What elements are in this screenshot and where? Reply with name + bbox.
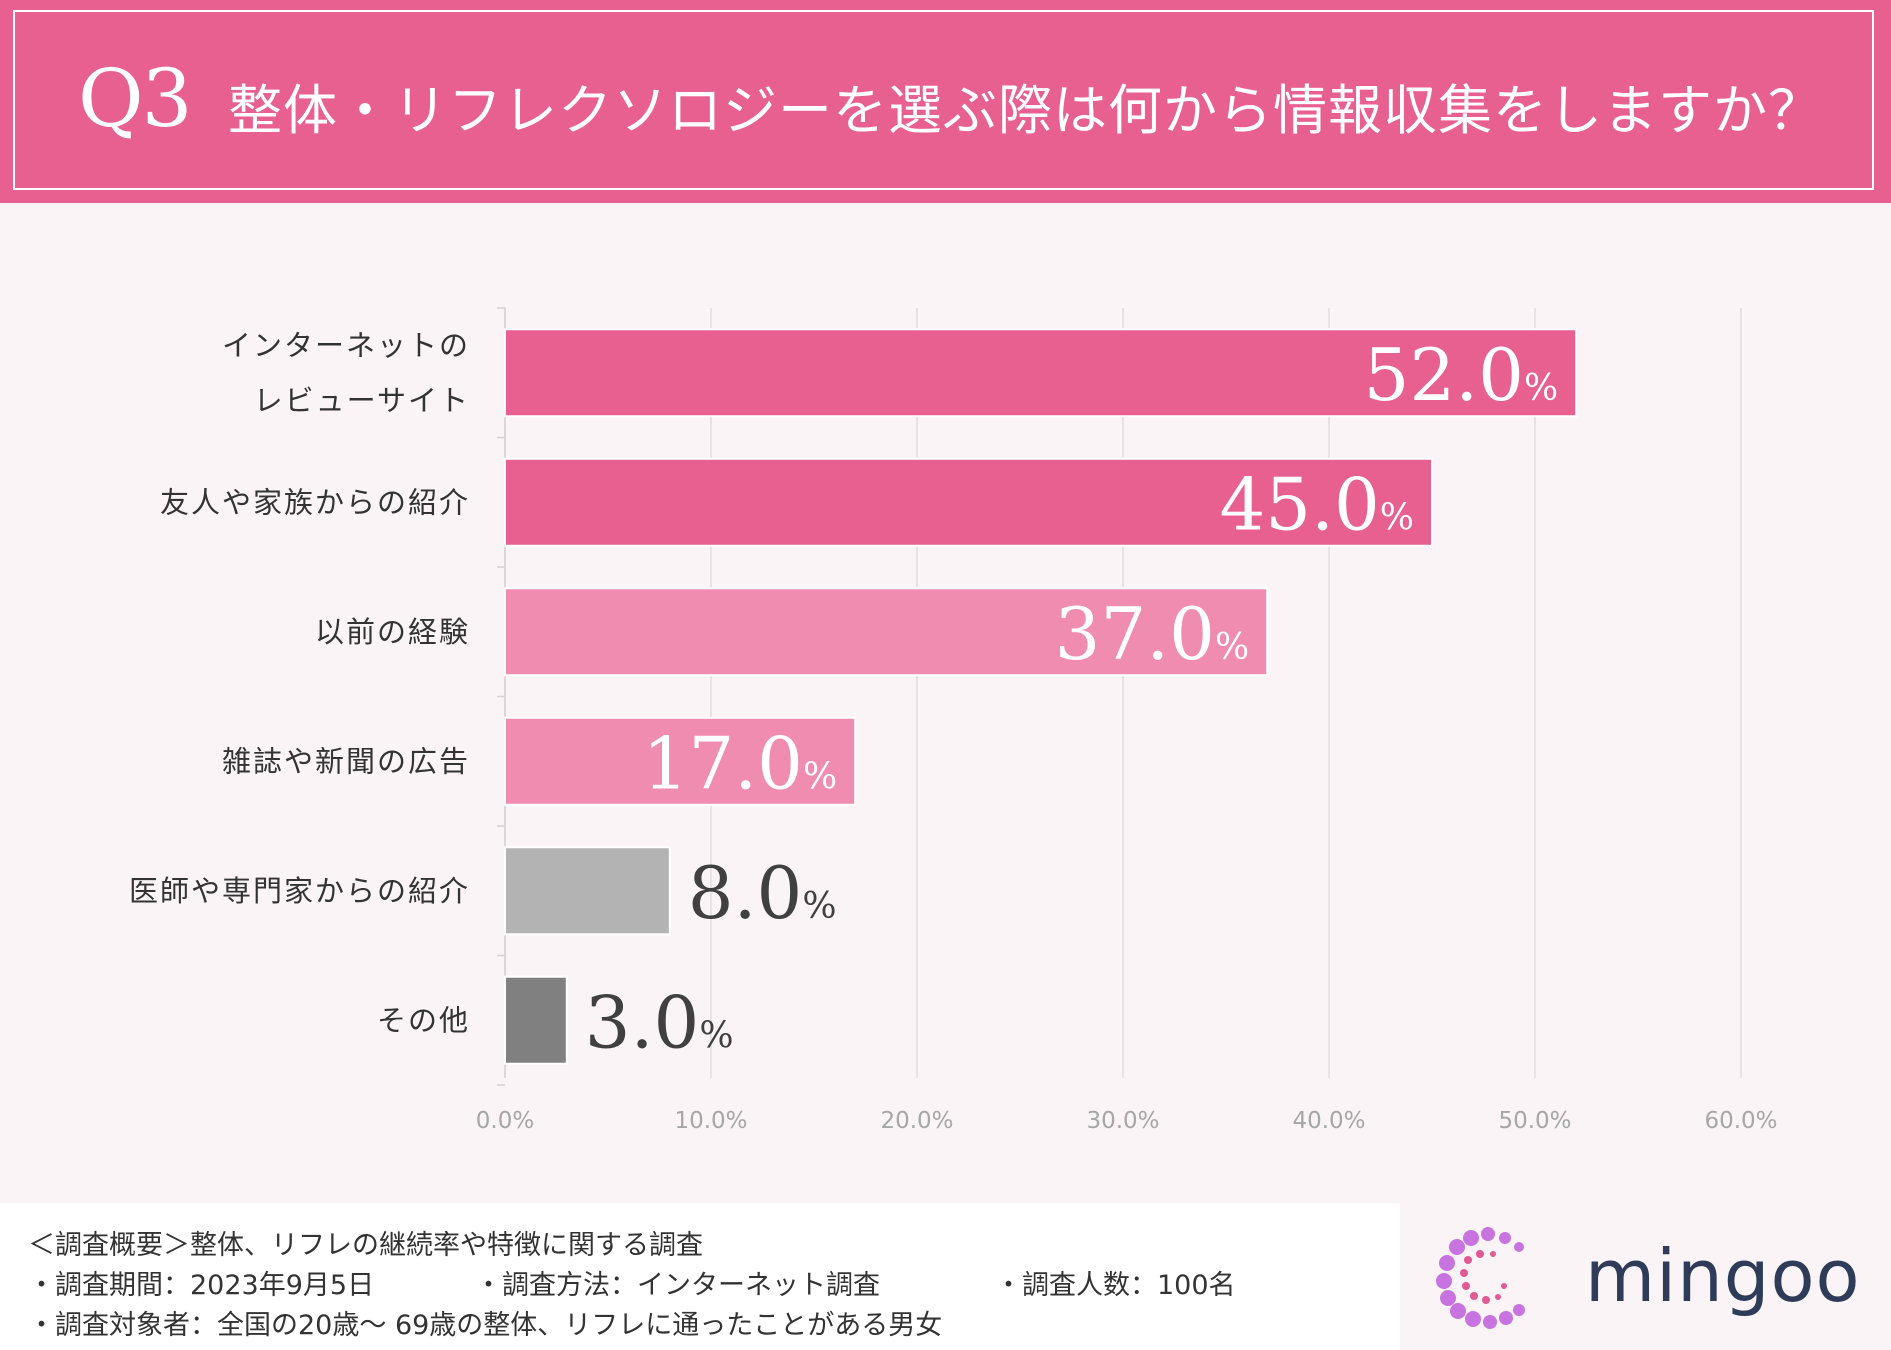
logo-dot xyxy=(1440,1290,1456,1306)
category-label: 友人や家族からの紹介 xyxy=(160,485,470,519)
logo-dot xyxy=(1499,1232,1511,1244)
survey-summary: ＜調査概要＞整体、リフレの継続率や特徴に関する調査 ・調査期間：2023年9月5… xyxy=(0,1203,1400,1350)
x-tick-label: 20.0% xyxy=(880,1108,953,1134)
logo-dot xyxy=(1495,1294,1501,1300)
x-tick-label: 50.0% xyxy=(1498,1108,1571,1134)
bar xyxy=(504,716,857,806)
logo-dot xyxy=(1460,1269,1468,1277)
logo-dot xyxy=(1499,1311,1513,1325)
logo-dot xyxy=(1470,1292,1478,1300)
logo-dot xyxy=(1514,1242,1524,1252)
bar xyxy=(504,328,1578,418)
survey-period: ・調査期間：2023年9月5日 xyxy=(28,1270,375,1301)
survey-method: ・調査方法：インターネット調査 xyxy=(475,1270,880,1301)
category-label: 雑誌や新聞の広告 xyxy=(222,744,470,778)
logo-mark-icon xyxy=(1436,1227,1525,1329)
bar xyxy=(504,846,671,936)
logo-area xyxy=(1400,1203,1891,1350)
logo-dot xyxy=(1449,1239,1465,1255)
header-frame xyxy=(13,10,1874,190)
bar xyxy=(504,457,1433,547)
x-tick-label: 30.0% xyxy=(1086,1108,1159,1134)
category-label: 医師や専門家からの紹介 xyxy=(129,874,470,908)
x-tick-label: 10.0% xyxy=(674,1108,747,1134)
x-tick-label: 40.0% xyxy=(1292,1108,1365,1134)
logo-dot xyxy=(1481,1227,1495,1241)
survey-title: ＜調査概要＞整体、リフレの継続率や特徴に関する調査 xyxy=(28,1230,703,1261)
survey-target: ・調査対象者：全国の20歳～ 69歳の整体、リフレに通ったことがある男女 xyxy=(28,1310,943,1341)
survey-count: ・調査人数：100名 xyxy=(995,1270,1236,1301)
logo-dot xyxy=(1501,1283,1507,1289)
logo-dot xyxy=(1464,1256,1472,1264)
x-tick-label: 0.0% xyxy=(476,1108,534,1134)
logo-dot xyxy=(1482,1296,1490,1304)
logo-dot xyxy=(1490,1251,1496,1257)
bar xyxy=(504,587,1269,677)
header-banner: Q3 整体・リフレクソロジーを選ぶ際は何から情報収集をしますか？ xyxy=(0,0,1891,203)
category-label: その他 xyxy=(377,1003,470,1037)
logo-dot xyxy=(1463,1230,1479,1246)
logo-dot xyxy=(1450,1303,1466,1319)
logo-dot xyxy=(1439,1255,1455,1271)
bar xyxy=(504,975,568,1065)
logo-dot xyxy=(1462,1282,1470,1290)
logo-dot xyxy=(1436,1273,1452,1289)
data-label: 8.0% xyxy=(688,851,837,935)
question-title: 整体・リフレクソロジーを選ぶ際は何から情報収集をしますか？ xyxy=(228,79,1823,142)
logo-dot xyxy=(1476,1250,1484,1258)
logo-dot xyxy=(1513,1304,1525,1316)
logo-text: mingoo xyxy=(1585,1234,1861,1318)
logo-dot xyxy=(1465,1311,1481,1327)
logo-dot xyxy=(1483,1315,1497,1329)
category-label: インターネットのレビューサイト xyxy=(222,328,470,417)
category-label: 以前の経験 xyxy=(315,615,470,649)
question-number: Q3 xyxy=(78,52,192,145)
x-tick-label: 60.0% xyxy=(1704,1108,1777,1134)
bar-chart: 0.0% 10.0% 20.0% 30.0% 40.0% 50.0% 60.0% インターネッ… xyxy=(129,307,1778,1134)
